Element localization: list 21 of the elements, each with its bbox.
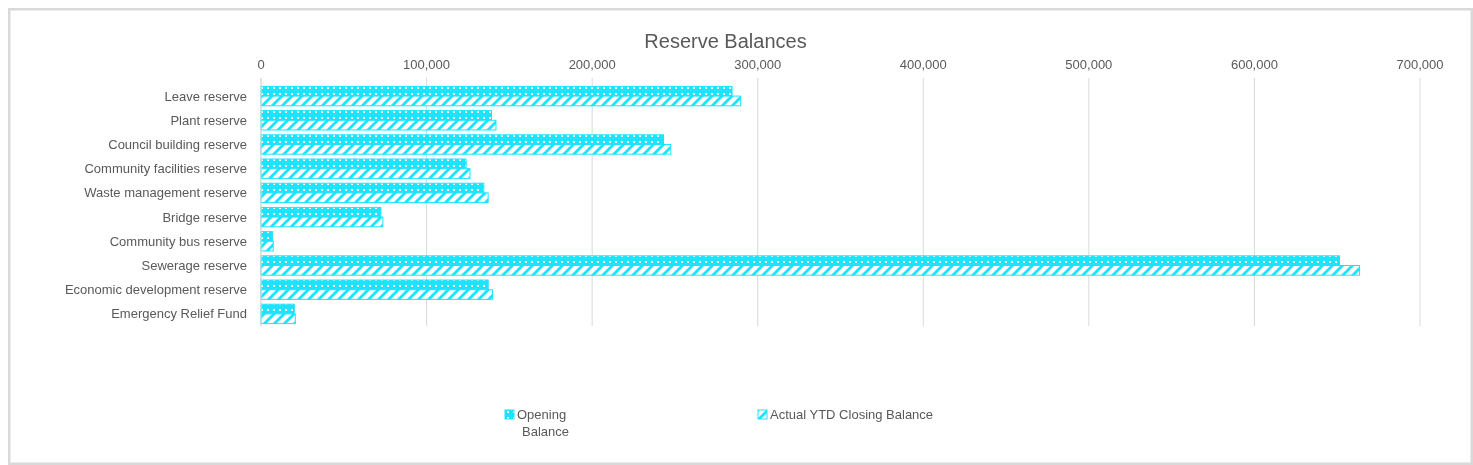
legend-label: Opening Balance <box>517 407 569 439</box>
y-tick-label: Bridge reserve <box>162 209 247 225</box>
y-tick-label: Waste management reserve <box>84 185 247 201</box>
x-tick-label: 300,000 <box>734 57 782 72</box>
y-tick-label: Council building reserve <box>108 137 247 152</box>
x-tick-label: 600,000 <box>1230 57 1278 72</box>
x-tick-label: 200,000 <box>568 57 616 72</box>
x-tick-label: 400,000 <box>899 57 947 72</box>
y-tick-label: Economic development reserve <box>64 282 247 298</box>
x-tick-label: 0 <box>257 57 265 72</box>
y-tick-label: Leave reserve <box>164 88 247 104</box>
chart-title: Reserve Balances <box>644 30 807 52</box>
x-tick-label: 500,000 <box>1065 57 1113 72</box>
legend-label: Actual YTD Closing Balance <box>770 407 934 422</box>
y-tick-label: Community bus reserve <box>109 233 247 249</box>
y-tick-label: Emergency Relief Fund <box>111 306 247 322</box>
y-tick-label: Sewerage reserve <box>141 258 247 273</box>
x-tick-label: 700,000 <box>1396 57 1444 72</box>
y-tick-label: Plant reserve <box>170 112 247 128</box>
y-tick-label: Community facilities reserve <box>84 161 247 177</box>
x-tick-label: 100,000 <box>403 57 451 72</box>
